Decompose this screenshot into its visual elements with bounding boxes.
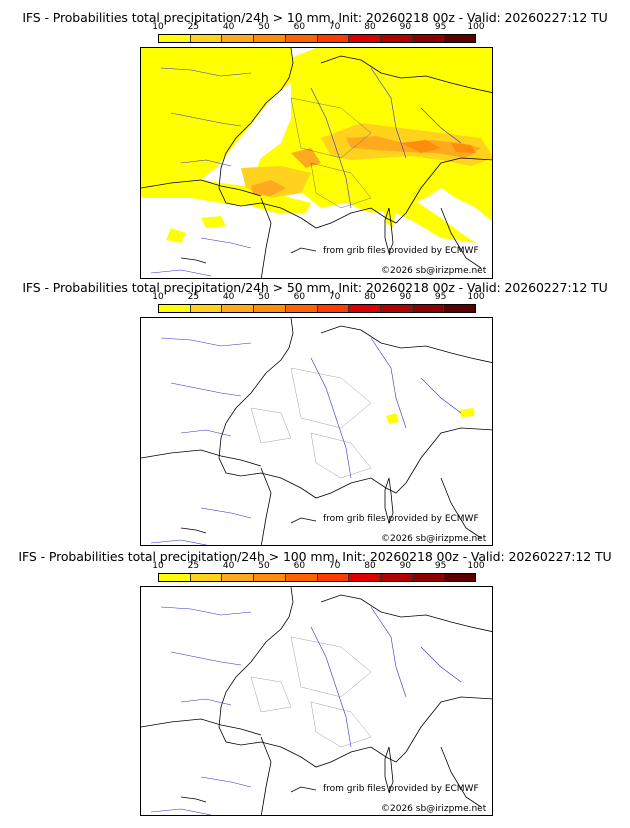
colorbar-swatch xyxy=(190,35,223,42)
colorbar-swatch xyxy=(159,35,191,42)
map-svg xyxy=(141,587,492,815)
colorbar-swatch xyxy=(349,574,381,581)
colorbar-tick-label: 100 xyxy=(467,561,485,571)
panel-title: IFS - Probabilities total precipitation/… xyxy=(22,280,608,295)
panel-10mm: IFS - Probabilities total precipitation/… xyxy=(0,0,630,280)
colorbar-tick-label: 40 xyxy=(222,292,235,302)
colorbar-swatch xyxy=(254,574,286,581)
colorbar-swatch xyxy=(254,305,286,312)
map: from grib files provided by ECMWF ©2026 … xyxy=(140,317,493,546)
colorbar-swatch xyxy=(159,574,191,581)
colorbar-tick-label: 60 xyxy=(293,22,306,32)
panel-50mm: IFS - Probabilities total precipitation/… xyxy=(0,270,630,550)
colorbar-tick-label: 10 xyxy=(152,561,164,571)
colorbar-swatch xyxy=(380,35,413,42)
panel-title: IFS - Probabilities total precipitation/… xyxy=(18,549,612,564)
geography xyxy=(141,318,492,545)
colorbar-swatch xyxy=(317,574,350,581)
colorbar-swatch xyxy=(222,35,255,42)
colorbar-swatch xyxy=(349,305,381,312)
source-credit: from grib files provided by ECMWF xyxy=(323,514,479,524)
colorbar-tick-label: 80 xyxy=(364,561,376,571)
colorbar-tick-label: 25 xyxy=(187,561,200,571)
colorbar-tick-label: 60 xyxy=(293,292,306,302)
colorbar-swatch xyxy=(254,35,286,42)
colorbar xyxy=(158,34,476,43)
colorbar-tick-label: 95 xyxy=(434,292,447,302)
colorbar xyxy=(158,573,476,582)
precip-fields xyxy=(386,408,475,424)
colorbar-tick-label: 50 xyxy=(258,292,270,302)
colorbar-tick-label: 25 xyxy=(187,292,200,302)
map-svg xyxy=(141,48,492,278)
colorbar-swatch xyxy=(349,35,381,42)
colorbar-ticks: 10 25 40 50 60 70 80 90 95 100 xyxy=(0,22,630,33)
colorbar-swatch xyxy=(444,305,476,312)
colorbar-ticks: 10 25 40 50 60 70 80 90 95 100 xyxy=(0,292,630,303)
colorbar-tick-label: 40 xyxy=(222,561,235,571)
geography xyxy=(141,587,492,815)
colorbar-swatch xyxy=(222,305,255,312)
colorbar-tick-label: 25 xyxy=(187,22,200,32)
colorbar-swatch xyxy=(317,305,350,312)
panel-100mm: IFS - Probabilities total precipitation/… xyxy=(0,540,630,828)
colorbar-tick-label: 80 xyxy=(364,292,376,302)
colorbar-tick-label: 80 xyxy=(364,22,376,32)
source-credit: from grib files provided by ECMWF xyxy=(323,784,479,794)
colorbar-swatch xyxy=(317,35,350,42)
colorbar-swatch xyxy=(190,574,223,581)
source-credit: from grib files provided by ECMWF xyxy=(323,246,479,256)
colorbar-swatch xyxy=(159,305,191,312)
colorbar-tick-label: 40 xyxy=(222,22,235,32)
colorbar-tick-label: 100 xyxy=(467,292,485,302)
colorbar-swatch xyxy=(380,574,413,581)
colorbar-tick-label: 90 xyxy=(399,561,412,571)
map: from grib files provided by ECMWF ©2026 … xyxy=(140,586,493,816)
map: from grib files provided by ECMWF ©2026 … xyxy=(140,47,493,279)
copyright-credit: ©2026 sb@irizpme.net xyxy=(381,534,487,544)
colorbar-swatch xyxy=(444,35,476,42)
colorbar-tick-label: 60 xyxy=(293,561,306,571)
colorbar-swatch xyxy=(412,574,445,581)
colorbar-tick-label: 95 xyxy=(434,561,447,571)
colorbar-swatch xyxy=(190,305,223,312)
colorbar-swatch xyxy=(380,305,413,312)
colorbar-ticks: 10 25 40 50 60 70 80 90 95 100 xyxy=(0,561,630,572)
colorbar-tick-label: 10 xyxy=(152,292,164,302)
colorbar-tick-label: 90 xyxy=(399,22,412,32)
copyright-credit: ©2026 sb@irizpme.net xyxy=(381,266,487,276)
colorbar-tick-label: 90 xyxy=(399,292,412,302)
colorbar-tick-label: 100 xyxy=(467,22,485,32)
colorbar-tick-label: 10 xyxy=(152,22,164,32)
colorbar xyxy=(158,304,476,313)
copyright-credit: ©2026 sb@irizpme.net xyxy=(381,804,487,814)
precip-fields xyxy=(141,48,492,243)
map-svg xyxy=(141,318,492,545)
colorbar-tick-label: 70 xyxy=(328,22,341,32)
colorbar-tick-label: 70 xyxy=(328,561,341,571)
colorbar-swatch xyxy=(412,305,445,312)
panel-title: IFS - Probabilities total precipitation/… xyxy=(22,10,608,25)
colorbar-swatch xyxy=(285,574,318,581)
colorbar-swatch xyxy=(222,574,255,581)
colorbar-swatch xyxy=(412,35,445,42)
colorbar-tick-label: 70 xyxy=(328,292,341,302)
colorbar-tick-label: 95 xyxy=(434,22,447,32)
colorbar-swatch xyxy=(285,35,318,42)
colorbar-tick-label: 50 xyxy=(258,561,270,571)
geography xyxy=(141,48,492,278)
colorbar-swatch xyxy=(285,305,318,312)
colorbar-swatch xyxy=(444,574,476,581)
colorbar-tick-label: 50 xyxy=(258,22,270,32)
